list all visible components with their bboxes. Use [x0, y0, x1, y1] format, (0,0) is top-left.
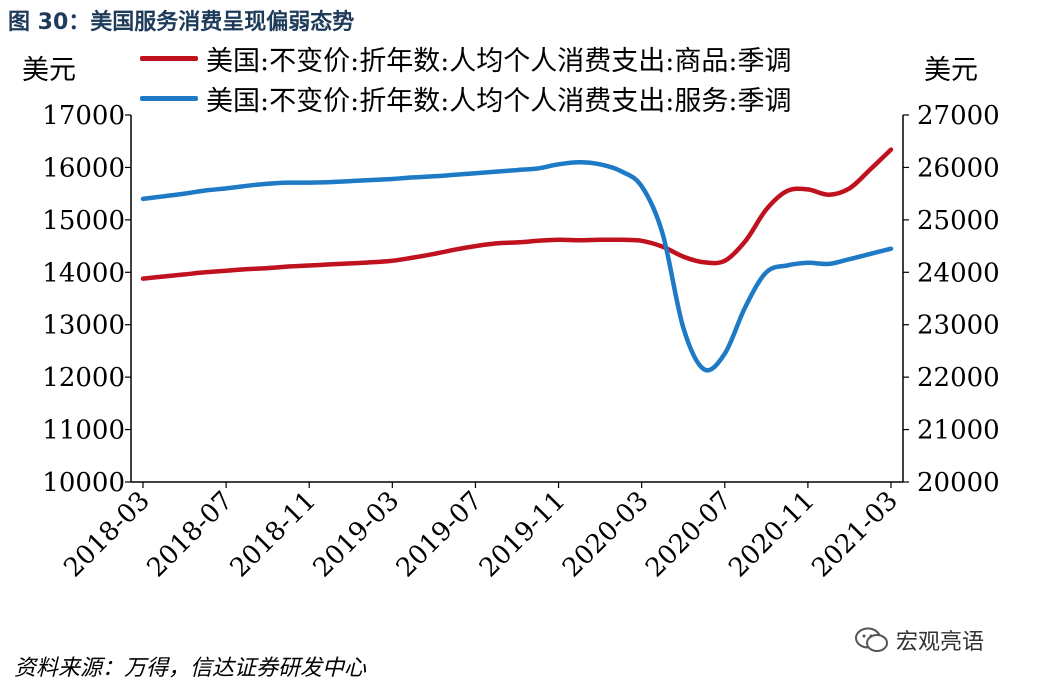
- right-y-tick-label: 20000: [917, 468, 1000, 498]
- left-axis-unit: 美元: [22, 55, 76, 86]
- right-y-tick-label: 22000: [917, 363, 1000, 393]
- left-y-tick-label: 14000: [42, 258, 125, 288]
- x-tick-label: 2018-07: [141, 486, 239, 584]
- right-y-tick-label: 24000: [917, 258, 1000, 288]
- legend-swatch-services: [140, 95, 198, 101]
- legend-label-goods: 美国:不变价:折年数:人均个人消费支出:商品:季调: [206, 45, 792, 77]
- legend-swatch-goods: [140, 55, 198, 61]
- left-y-tick-label: 15000: [42, 206, 125, 236]
- figure-title: 图 30：美国服务消费呈现偏弱态势: [8, 10, 355, 35]
- legend-label-services: 美国:不变价:折年数:人均个人消费支出:服务:季调: [206, 85, 792, 117]
- right-axis-unit: 美元: [924, 55, 978, 86]
- watermark: 宏观亮语: [854, 624, 984, 656]
- x-tick-label: 2019-11: [474, 486, 572, 584]
- legend: 美国:不变价:折年数:人均个人消费支出:商品:季调 美国:不变价:折年数:人均个…: [140, 38, 791, 118]
- left-y-tick-label: 11000: [42, 416, 125, 446]
- x-tick-label: 2020-07: [640, 486, 738, 584]
- watermark-text: 宏观亮语: [896, 630, 985, 655]
- x-tick-label: 2018-03: [58, 486, 156, 584]
- legend-item-services: 美国:不变价:折年数:人均个人消费支出:服务:季调: [140, 78, 791, 118]
- x-tick-label: 2018-11: [225, 486, 323, 584]
- right-y-tick-label: 27000: [917, 101, 1000, 131]
- left-y-tick-label: 16000: [42, 153, 125, 183]
- series-line-goods: [140, 147, 894, 281]
- left-y-tick-label: 13000: [42, 311, 125, 341]
- x-tick-label: 2020-03: [557, 486, 655, 584]
- legend-item-goods: 美国:不变价:折年数:人均个人消费支出:商品:季调: [140, 38, 791, 78]
- right-y-tick-label: 21000: [917, 416, 1000, 446]
- x-tick-label: 2019-03: [308, 486, 406, 584]
- left-y-tick-label: 12000: [42, 363, 125, 393]
- series-line-services: [140, 159, 894, 373]
- x-tick-label: 2019-07: [391, 486, 489, 584]
- x-tick-label: 2020-11: [723, 486, 821, 584]
- left-y-tick-label: 10000: [42, 468, 125, 498]
- right-y-tick-label: 26000: [917, 153, 1000, 183]
- x-tick-label: 2021-03: [806, 486, 904, 584]
- wechat-icon: [855, 627, 888, 652]
- source-note: 资料来源：万得，信达证券研发中心: [14, 656, 367, 681]
- right-y-tick-label: 23000: [917, 311, 1000, 341]
- right-y-tick-label: 25000: [917, 206, 1000, 236]
- left-y-tick-label: 17000: [42, 101, 125, 131]
